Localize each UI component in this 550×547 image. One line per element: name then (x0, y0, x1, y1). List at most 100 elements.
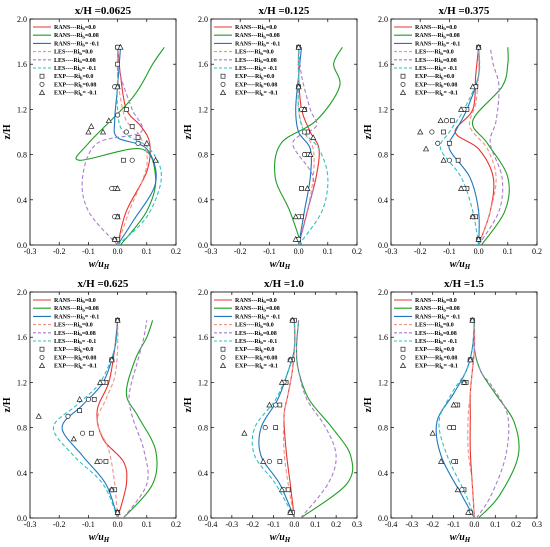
legend-label-value: =0.0 (444, 347, 455, 353)
legend-label: RANS---Rib=0.0 (54, 25, 96, 31)
legend-label-main: LES----Ri (235, 50, 261, 56)
legend-label-value: =0.0 (443, 323, 454, 329)
legend-label: RANS---Rib= -0.1 (415, 41, 460, 47)
series-line-les_008 (478, 47, 504, 245)
y-tick-label: 0.8 (198, 424, 208, 433)
legend: RANS---Rib=0.0RANS---Rib=0.08RANS---Rib=… (394, 25, 460, 97)
legend-swatch (220, 73, 226, 79)
exp-marker-triangle (469, 83, 476, 90)
exp-marker-square (91, 397, 97, 402)
legend-label-main: EXP----Ri (54, 91, 80, 97)
legend-swatch (399, 362, 407, 368)
legend-label-value: =0.08 (266, 33, 280, 39)
legend-label-value: =0.0 (85, 25, 96, 31)
y-tick-label: 0.8 (17, 151, 27, 160)
y-axis-label: z/H (363, 124, 374, 139)
exp-marker-triangle (108, 356, 115, 363)
exp-marker-square (277, 402, 283, 408)
legend-label: RANS---Rib=0.08 (415, 33, 460, 39)
exp-marker-triangle (105, 117, 112, 124)
exp-marker-circle (266, 458, 272, 465)
legend-label: LES----Rib=0.0 (235, 50, 274, 56)
x-tick-label: -0.1 (82, 247, 95, 256)
legend-label-sub: b (440, 67, 443, 72)
x-tick-label: 0.0 (289, 520, 299, 529)
legend-swatch (399, 89, 407, 95)
exp-marker-triangle (287, 356, 294, 363)
exp-marker-square (135, 135, 141, 140)
x-tick-label: 0.0 (113, 247, 123, 256)
y-tick-label: 1.2 (198, 105, 208, 114)
legend-label-value: =0.08 (446, 33, 460, 39)
legend-label-value: = -0.1 (82, 339, 96, 345)
legend-label-main: EXP----Ri (54, 364, 80, 370)
legend-label-main: RANS---Ri (54, 306, 83, 312)
exp-marker-triangle (76, 396, 83, 402)
panel-1: x/H =0.0625 -0.3 -0.2 -0.1 0.0 0.1 0.2 0.0 0.4 0.… (2, 5, 181, 271)
x-tick-label: 0.0 (294, 247, 304, 256)
x-tick-label: -0.2 (234, 247, 247, 256)
x-tick-label: -0.4 (205, 520, 218, 529)
legend-label-sub: b (441, 75, 444, 80)
legend-label-sub: b (82, 34, 85, 39)
legend-label-sub: b (82, 43, 85, 48)
legend-label-sub: b (79, 340, 82, 345)
x-tick-label: -0.1 (267, 520, 280, 529)
legend-label: RANS---Rib=0.08 (54, 33, 99, 39)
legend-label: EXP----Rib=0.0 (415, 74, 454, 80)
x-tick-label: 0.1 (490, 520, 500, 529)
exp-marker-triangle (295, 83, 302, 90)
legend-label-sub: b (263, 307, 266, 312)
exp-marker-triangle (114, 185, 121, 191)
legend-label-value: = -0.1 (444, 91, 458, 97)
exp-marker-triangle (292, 236, 299, 242)
legend-label-main: LES----Ri (54, 50, 80, 56)
exp-marker-triangle (454, 486, 461, 493)
series-line-les_008 (295, 320, 337, 518)
exp-marker-circle (435, 140, 441, 146)
exp-marker-square (447, 140, 452, 146)
exp-marker-triangle (475, 236, 482, 242)
legend-label-sub: b (80, 75, 83, 80)
legend-label-main: RANS---Ri (415, 298, 444, 304)
exp-marker-circle (115, 112, 121, 118)
plot-frame (29, 18, 177, 246)
legend-swatch (38, 89, 46, 95)
legend-label-value: =0.0 (266, 25, 277, 31)
legend-label-main: LES----Ri (235, 339, 261, 345)
legend-label-sub: b (261, 357, 264, 362)
legend-label: RANS---Rib=0.0 (415, 298, 457, 304)
exp-marker-triangle (278, 379, 286, 385)
legend-label: LES----Rib= -0.1 (235, 66, 277, 72)
exp-marker-circle (109, 185, 115, 192)
legend-label-main: RANS---Ri (235, 25, 264, 31)
plot-frame (390, 18, 538, 246)
panel-title: x/H =0.625 (78, 278, 129, 290)
exp-marker-square (273, 425, 279, 430)
exp-marker-triangle (310, 134, 317, 140)
legend-label-sub: b (80, 357, 83, 362)
exp-marker-triangle (266, 401, 273, 408)
legend-label-sub: b (443, 307, 446, 312)
legend-label-value: =0.0 (85, 298, 96, 304)
legend-label: RANS---Rib= -0.1 (54, 314, 99, 320)
exp-marker-square (77, 408, 82, 413)
legend-label: LES----Rib= -0.1 (235, 339, 277, 345)
x-axis-label-sub: H (284, 263, 291, 271)
legend-label: RANS---Rib= -0.1 (235, 314, 280, 320)
y-axis-label: z/H (183, 397, 194, 412)
exp-marker-circle (459, 487, 465, 493)
legend-label: EXP----Rib=0.08 (415, 82, 457, 88)
legend-label-value: =0.0 (446, 298, 457, 304)
legend-label: EXP----Rib=0.08 (54, 355, 96, 361)
legend-label-sub: b (261, 365, 264, 370)
exp-marker-triangle (114, 316, 121, 323)
exp-marker-triangle (460, 379, 468, 385)
legend-label-value: = -0.1 (85, 314, 99, 320)
series-line-les_m01 (251, 320, 296, 518)
y-tick-label: 0.8 (378, 151, 388, 160)
y-tick-label: 0.4 (378, 196, 388, 205)
series-line-les_m01 (438, 320, 475, 518)
legend-label-main: LES----Ri (54, 323, 80, 329)
y-tick-label: 0.8 (198, 151, 208, 160)
